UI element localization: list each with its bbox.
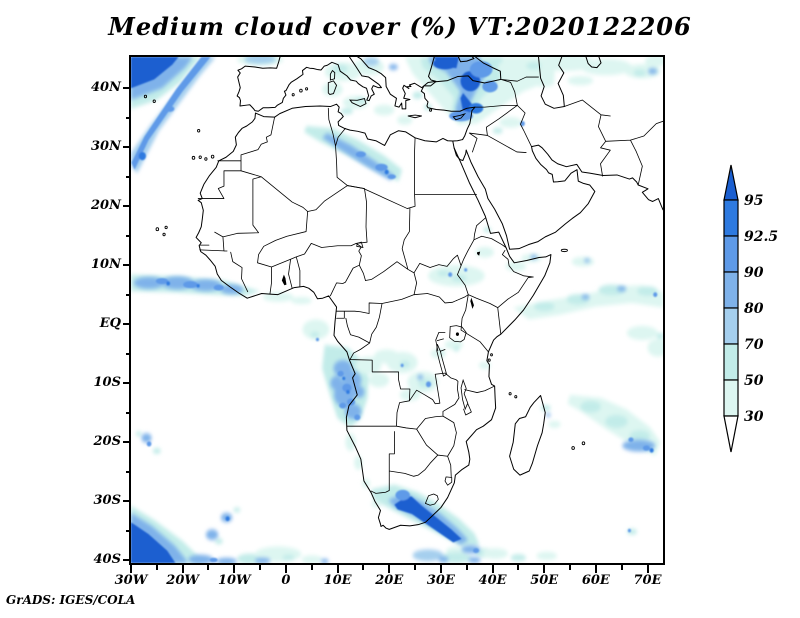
country-borders-layer: [198, 77, 663, 505]
lat-tick-label: 20N: [91, 198, 121, 214]
lat-minor-tick: [126, 411, 131, 414]
lon-minor-tick: [414, 565, 417, 570]
lon-tick-label: 70E: [633, 573, 662, 588]
colorbar-segment: [723, 343, 739, 381]
lon-tick-label: 10W: [217, 573, 251, 588]
lat-tick-label: 30S: [93, 493, 121, 509]
lat-minor-tick: [126, 234, 131, 237]
lat-major-tick: [123, 146, 131, 149]
lat-minor-tick: [126, 116, 131, 119]
lat-tick-label: 30N: [91, 139, 121, 155]
islands-layer: [144, 88, 584, 450]
lon-minor-tick: [517, 565, 520, 570]
lat-minor-tick: [126, 529, 131, 532]
colorbar-level-label: 30: [744, 409, 764, 425]
colorbar-segment: [723, 271, 739, 309]
colorbar-level-label: 95: [744, 193, 763, 209]
lon-major-tick: [181, 565, 184, 573]
lon-minor-tick: [207, 565, 210, 570]
lon-tick-label: 30E: [426, 573, 455, 588]
africa-map: [131, 57, 663, 563]
lon-minor-tick: [569, 565, 572, 570]
lon-major-tick: [439, 565, 442, 573]
colorbar-above-max-arrow: [723, 164, 739, 201]
colorbar: 95 92.5 90 80 70 50 30: [723, 164, 778, 453]
colorbar-level-label: 92.5: [744, 229, 778, 245]
lon-major-tick: [284, 565, 287, 573]
lon-tick-label: 50E: [530, 573, 559, 588]
lat-minor-tick: [126, 293, 131, 296]
lon-tick-label: 20W: [166, 573, 199, 588]
lat-major-tick: [123, 382, 131, 385]
lat-tick-label: 40N: [91, 80, 121, 96]
lat-major-tick: [123, 500, 131, 503]
coastline-layer: [196, 57, 663, 529]
lon-minor-tick: [155, 565, 158, 570]
lat-major-tick: [123, 205, 131, 208]
colorbar-level-label: 90: [744, 265, 764, 281]
colorbar-segment: [723, 199, 739, 237]
lon-major-tick: [543, 565, 546, 573]
lon-tick-label: 10E: [323, 573, 352, 588]
lakes-layer: [281, 242, 481, 409]
lon-tick-label: 0: [281, 573, 291, 588]
lon-major-tick: [233, 565, 236, 573]
lon-tick-label: 30W: [114, 573, 148, 588]
lat-major-tick: [123, 87, 131, 90]
lat-minor-tick: [126, 175, 131, 178]
lat-tick-label: EQ: [99, 316, 121, 332]
lon-minor-tick: [465, 565, 468, 570]
lat-major-tick: [123, 441, 131, 444]
colorbar-level-label: 50: [744, 373, 764, 389]
lon-minor-tick: [362, 565, 365, 570]
lon-major-tick: [336, 565, 339, 573]
lon-minor-tick: [310, 565, 313, 570]
colorbar-level-label: 70: [744, 337, 764, 353]
lon-major-tick: [130, 565, 132, 573]
lat-major-tick: [123, 264, 131, 267]
lon-tick-label: 60E: [581, 573, 610, 588]
lat-tick-label: 20S: [93, 434, 121, 450]
colorbar-segment: [723, 379, 739, 417]
lon-major-tick: [491, 565, 494, 573]
lon-minor-tick: [259, 565, 262, 570]
lat-tick-label: 40S: [93, 552, 121, 568]
lat-major-tick: [123, 323, 131, 326]
lat-tick-label: 10S: [93, 375, 121, 391]
lon-tick-label: 20E: [375, 573, 404, 588]
lon-major-tick: [388, 565, 391, 573]
colorbar-segment: [723, 235, 739, 273]
colorbar-level-label: 80: [744, 301, 764, 317]
map-plot-area: [129, 55, 665, 565]
lat-minor-tick: [126, 470, 131, 473]
lat-tick-label: 10N: [91, 257, 121, 273]
lon-tick-label: 40E: [478, 573, 507, 588]
colorbar-segment: [723, 307, 739, 345]
lat-major-tick: [123, 559, 131, 562]
lon-minor-tick: [620, 565, 623, 570]
lon-major-tick: [594, 565, 597, 573]
lon-major-tick: [646, 565, 649, 573]
colorbar-below-min-arrow: [723, 415, 739, 453]
cloud-shading-light-layer: [131, 57, 663, 563]
plot-title: Medium cloud cover (%) VT:2020122206: [108, 12, 692, 41]
lat-minor-tick: [126, 352, 131, 355]
grads-attribution: GrADS: IGES/COLA: [6, 593, 136, 607]
